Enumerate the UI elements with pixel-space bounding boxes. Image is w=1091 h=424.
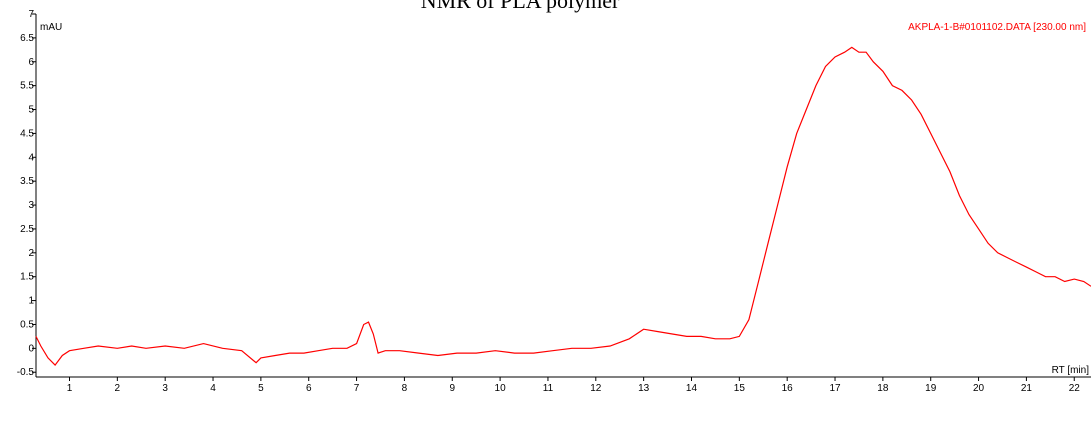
x-tick-label: 10 <box>495 383 507 394</box>
y-tick-label: 2.5 <box>20 224 34 235</box>
x-tick-label: 22 <box>1069 383 1081 394</box>
x-tick-label: 20 <box>973 383 985 394</box>
y-tick-label: 5 <box>28 105 34 116</box>
y-tick-label: 0 <box>28 343 34 354</box>
y-tick-label: 4 <box>28 152 34 163</box>
chart-title: NMR of PLA polymer <box>421 0 620 13</box>
y-tick-label: 4.5 <box>20 128 34 139</box>
x-tick-label: 16 <box>782 383 794 394</box>
x-tick-label: 4 <box>210 383 216 394</box>
y-tick-label: 1.5 <box>20 272 34 283</box>
y-tick-label: -0.5 <box>17 367 35 378</box>
x-tick-label: 6 <box>306 383 312 394</box>
x-tick-label: 8 <box>402 383 408 394</box>
x-tick-label: 11 <box>543 383 554 394</box>
x-axis-ticks: 1 2 3 4 5 6 7 8 9 10 11 12 13 14 15 16 17 18 19 20 21 22 <box>67 377 1081 394</box>
x-tick-label: 5 <box>258 383 264 394</box>
x-tick-label: 3 <box>162 383 168 394</box>
x-tick-label: 18 <box>877 383 889 394</box>
y-tick-label: 2 <box>28 248 34 259</box>
x-tick-label: 2 <box>115 383 121 394</box>
x-tick-label: 9 <box>449 383 455 394</box>
x-tick-label: 15 <box>734 383 746 394</box>
y-tick-label: 3 <box>28 200 34 211</box>
x-tick-label: 7 <box>354 383 360 394</box>
y-tick-label: 5.5 <box>20 81 34 92</box>
y-tick-label: 6.5 <box>20 33 34 44</box>
x-tick-label: 12 <box>590 383 602 394</box>
y-axis-unit-label: mAU <box>40 22 62 33</box>
series-line <box>35 46 1091 367</box>
x-tick-label: 1 <box>67 383 73 394</box>
x-tick-label: 21 <box>1021 383 1033 394</box>
y-tick-label: 0.5 <box>20 319 34 330</box>
x-tick-label: 14 <box>686 383 698 394</box>
y-axis-ticks: -0.5 0 0.5 1 1.5 2 2.5 3 3.5 4 4.5 5 5.5 6 6.5 7 <box>17 9 36 378</box>
y-tick-label: 6 <box>28 57 34 68</box>
x-tick-label: 13 <box>638 383 650 394</box>
y-tick-label: 1 <box>28 296 34 307</box>
x-tick-label: 17 <box>829 383 841 394</box>
y-tick-label: 3.5 <box>20 176 34 187</box>
legend-entry: AKPLA-1-B#0101102.DATA [230.00 nm] <box>908 22 1086 33</box>
y-tick-label: 7 <box>28 9 34 20</box>
x-axis-unit-label: RT [min] <box>1052 365 1090 376</box>
x-tick-label: 19 <box>925 383 937 394</box>
